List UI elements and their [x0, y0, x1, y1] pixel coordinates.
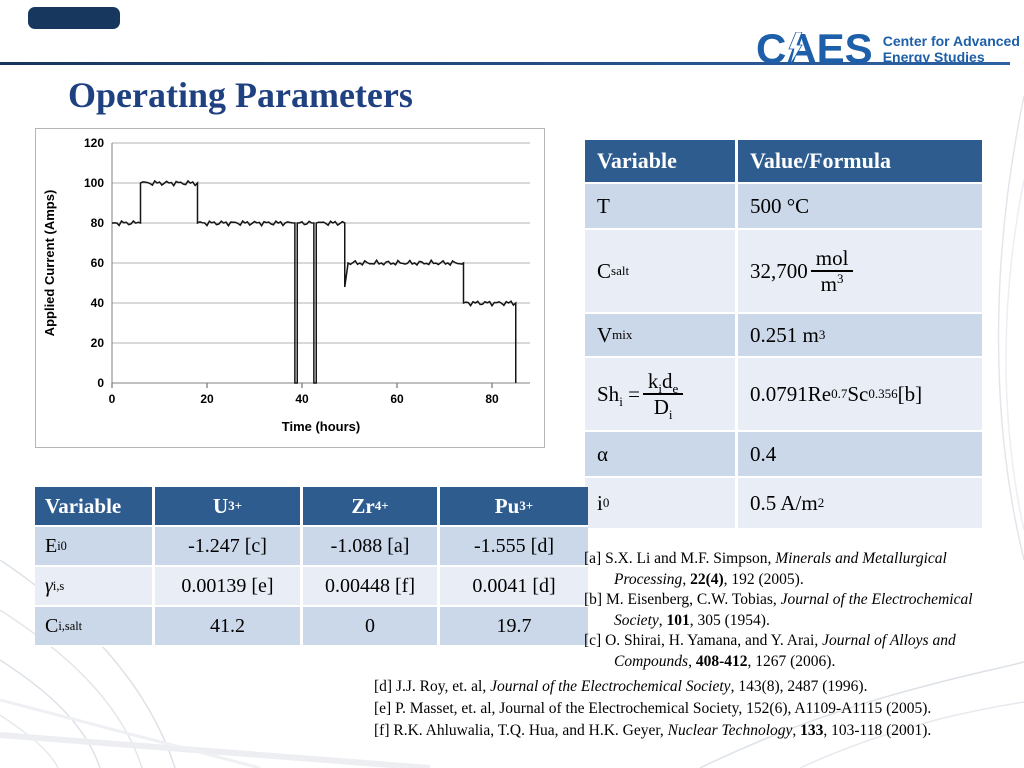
caes-logo-text: CAES: [756, 25, 873, 72]
reference-item-e: [e] P. Masset, et. al, Journal of the El…: [374, 700, 932, 717]
applied-current-chart: 0 20 40 60 80 100 120 0 20 40 60 80 Time (hours) Appl…: [35, 128, 545, 448]
fraction-numerator: mol: [810, 246, 854, 272]
species-value: 0.00139 [e]: [152, 567, 300, 605]
svg-text:0: 0: [109, 392, 116, 406]
species-value: -1.088 [a]: [300, 527, 437, 565]
species-value: 41.2: [152, 607, 300, 645]
caes-logo-name: Center for Advanced Energy Studies: [883, 33, 1020, 65]
references-right: [a] S.X. Li and M.F. Simpson, Minerals a…: [584, 549, 990, 673]
svg-text:40: 40: [295, 392, 309, 406]
caes-logo-name-line1: Center for Advanced: [882, 32, 1020, 49]
table-row: Shi = kide Di 0.0791Re 0.7 Sc 0.356 [b]: [585, 358, 982, 432]
species-value: 19.7: [437, 607, 588, 645]
sh-fraction: kide Di: [642, 369, 684, 423]
reference-item-d: [d] J.J. Roy, et. al, Journal of the Ele…: [374, 678, 868, 695]
param-value-alpha: 0.4: [735, 432, 982, 476]
param-variable-Sh: Shi = kide Di: [585, 358, 735, 430]
species-value: -1.247 [c]: [152, 527, 300, 565]
svg-text:120: 120: [84, 136, 104, 150]
svg-text:20: 20: [200, 392, 214, 406]
table-row: T 500 °C: [585, 184, 982, 230]
species-table-header-variable: Variable: [45, 493, 122, 518]
svg-text:60: 60: [91, 256, 105, 270]
table-row: γ i,s 0.00139 [e] 0.00448 [f] 0.0041 [d]: [35, 567, 588, 607]
param-value-Sh: 0.0791Re 0.7 Sc 0.356 [b]: [735, 358, 982, 430]
table-row: α 0.4: [585, 432, 982, 478]
corner-accent-bar: [28, 7, 120, 29]
csalt-value-prefix: 32,700: [750, 258, 808, 283]
svg-text:20: 20: [91, 336, 105, 350]
parameters-table-header-variable: Variable: [597, 148, 677, 173]
species-row-label-gamma: γ i,s: [45, 574, 65, 597]
param-variable-T: T: [597, 193, 610, 218]
reference-item-b: [b] M. Eisenberg, C.W. Tobias, Journal o…: [584, 591, 973, 629]
param-value-Csalt: 32,700 mol m3: [735, 230, 982, 312]
param-value-T: 500 °C: [735, 184, 982, 228]
svg-text:Applied Current (Amps): Applied Current (Amps): [42, 190, 57, 337]
species-value: 0: [300, 607, 437, 645]
fraction-denominator: Di: [653, 395, 673, 423]
svg-text:80: 80: [485, 392, 499, 406]
param-variable-alpha: α: [597, 441, 609, 466]
species-table-header-Pu: Pu 3+: [437, 487, 588, 525]
svg-text:0: 0: [97, 376, 104, 390]
reference-item-c: [c] O. Shirai, H. Yamana, and Y. Arai, J…: [584, 632, 956, 671]
species-value: 0.0041 [d]: [437, 567, 588, 605]
lightning-bolt-icon: [788, 32, 803, 66]
slide-title: Operating Parameters: [68, 75, 413, 115]
caes-logo: CAES Center for Advanced Energy Studies: [756, 28, 1020, 70]
applied-current-chart-plot: 0 20 40 60 80 100 120 0 20 40 60 80 Time (hours) Appl…: [42, 136, 530, 434]
sh-formula-lhs: Shi =: [597, 381, 640, 409]
header-divider-line: [0, 62, 1010, 65]
svg-text:100: 100: [84, 176, 104, 190]
parameters-table-header-row: Variable Value/Formula: [585, 140, 982, 184]
species-table-header-Zr: Zr 4+: [300, 487, 437, 525]
species-value: 0.00448 [f]: [300, 567, 437, 605]
svg-text:80: 80: [91, 216, 105, 230]
caes-logo-name-line2: Energy Studies: [882, 49, 985, 65]
param-value-i0: 0.5 A/m 2: [735, 478, 982, 528]
fraction-numerator: kide: [642, 369, 684, 395]
svg-text:40: 40: [91, 296, 105, 310]
svg-text:60: 60: [390, 392, 404, 406]
reference-item-f: [f] R.K. Ahluwalia, T.Q. Hua, and H.K. G…: [374, 722, 932, 739]
species-value: -1.555 [d]: [437, 527, 588, 565]
reference-item-a: [a] S.X. Li and M.F. Simpson, Minerals a…: [584, 550, 947, 588]
fraction-denominator: m3: [820, 271, 844, 296]
csalt-fraction: mol m3: [810, 246, 854, 296]
references-bottom: [d] J.J. Roy, et. al, Journal of the Ele…: [374, 676, 1022, 742]
svg-text:Time (hours): Time (hours): [282, 419, 361, 434]
species-table-header-row: Variable U 3+ Zr 4+ Pu 3+: [35, 487, 588, 527]
species-table-header-U: U 3+: [152, 487, 300, 525]
parameters-table-header-value: Value/Formula: [735, 140, 982, 182]
